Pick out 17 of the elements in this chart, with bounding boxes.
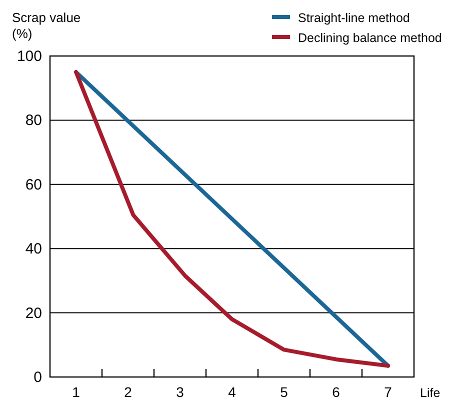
y-tick-label: 60 [25, 176, 42, 194]
x-tick-label: 3 [176, 384, 184, 400]
y-tick-label: 80 [25, 112, 42, 130]
y-tick-label: 40 [25, 240, 42, 258]
y-tick-label: 100 [16, 48, 42, 65]
x-tick-label: 5 [280, 384, 288, 400]
legend-label: Straight-line method [298, 11, 410, 25]
y-axis-title: Scrap value (%) [12, 10, 81, 41]
y-tick-label: 20 [25, 304, 42, 322]
x-tick-label: 4 [228, 384, 236, 400]
x-tick-label: 2 [124, 384, 132, 400]
legend-label: Declining balance method [298, 31, 442, 45]
y-tick-label: 0 [34, 369, 42, 386]
x-tick-label: 1 [72, 384, 80, 400]
x-tick-label: 7 [384, 384, 392, 400]
x-axis-title: Life [420, 386, 440, 400]
x-tick-label: 6 [332, 384, 340, 400]
